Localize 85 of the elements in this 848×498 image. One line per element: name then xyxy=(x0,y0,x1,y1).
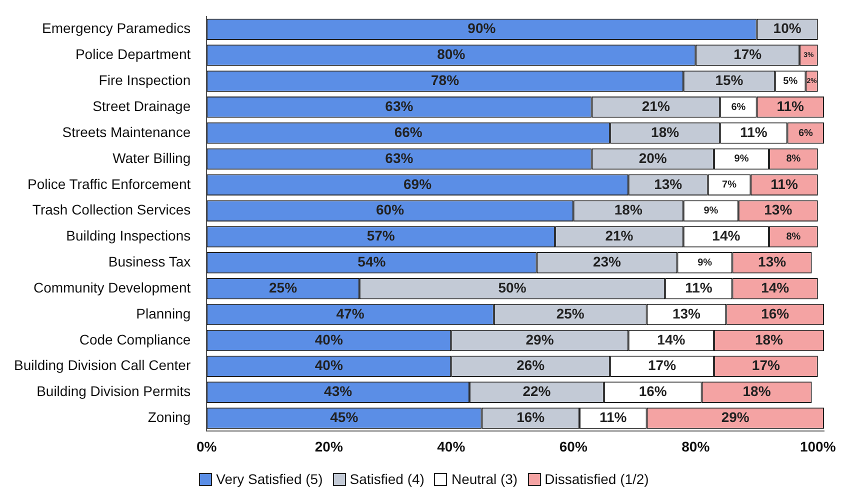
data-label: 11% xyxy=(770,176,798,192)
data-label: 23% xyxy=(592,254,622,270)
data-label: 16% xyxy=(638,383,668,400)
data-label: 6% xyxy=(798,128,813,139)
data-label: 11% xyxy=(599,409,628,426)
y-tick-label: Fire Inspection xyxy=(98,72,191,88)
data-label: 9% xyxy=(698,257,712,268)
data-label: 47% xyxy=(336,305,365,322)
data-label: 40% xyxy=(314,357,344,374)
data-label: 29% xyxy=(526,331,554,348)
data-label: 26% xyxy=(516,357,546,374)
data-label: 50% xyxy=(498,279,527,296)
y-tick-label: Planning xyxy=(136,305,191,322)
legend-label: Very Satisfied (5) xyxy=(216,471,323,487)
legend-label: Neutral (3) xyxy=(451,471,518,487)
y-tick-label: Trash Collection Services xyxy=(32,202,191,218)
data-label: 8% xyxy=(786,154,801,165)
x-tick-label: 80% xyxy=(682,438,710,454)
data-label: 13% xyxy=(758,254,787,270)
data-label: 6% xyxy=(731,102,746,113)
y-tick-label: Streets Maintenance xyxy=(62,124,191,140)
data-label: 9% xyxy=(734,154,749,165)
data-label: 90% xyxy=(468,20,496,36)
data-label: 13% xyxy=(654,176,683,192)
data-label: 57% xyxy=(366,228,396,244)
y-tick-label: Police Department xyxy=(75,46,191,62)
data-label: 8% xyxy=(786,232,801,243)
legend-label: Dissatisfied (1/2) xyxy=(544,471,649,487)
data-label: 20% xyxy=(638,150,668,166)
data-label: 7% xyxy=(722,180,737,191)
y-tick-label: Business Tax xyxy=(108,254,191,270)
data-label: 9% xyxy=(704,206,718,217)
y-tick-label: Water Billing xyxy=(112,150,191,166)
data-label: 69% xyxy=(404,176,432,192)
data-label: 29% xyxy=(721,409,750,426)
data-label: 13% xyxy=(672,305,702,322)
data-label: 21% xyxy=(642,98,670,114)
data-label: 63% xyxy=(385,150,414,166)
data-label: 13% xyxy=(764,202,793,218)
y-tick-label: Building Inspections xyxy=(66,228,191,244)
data-label: 5% xyxy=(783,76,798,87)
y-tick-label: Emergency Paramedics xyxy=(42,20,191,36)
data-label: 80% xyxy=(437,46,466,62)
data-label: 45% xyxy=(330,409,359,426)
y-tick-label: Zoning xyxy=(148,409,191,426)
data-label: 78% xyxy=(431,72,460,88)
data-label: 40% xyxy=(314,331,344,348)
data-label: 17% xyxy=(752,357,780,374)
x-tick-label: 60% xyxy=(559,438,588,454)
data-label: 15% xyxy=(715,72,744,88)
data-label: 16% xyxy=(761,305,790,322)
x-tick-label: 40% xyxy=(437,438,466,454)
data-label: 63% xyxy=(385,98,414,114)
data-label: 66% xyxy=(394,124,423,140)
data-label: 11% xyxy=(685,279,713,296)
y-tick-label: Community Development xyxy=(33,279,191,296)
data-label: 18% xyxy=(614,202,643,218)
data-label: 22% xyxy=(522,383,552,400)
data-label: 10% xyxy=(773,20,802,36)
data-label: 11% xyxy=(740,124,768,140)
data-label: 17% xyxy=(734,46,762,62)
data-label: 16% xyxy=(516,409,546,426)
data-label: 14% xyxy=(712,228,741,244)
y-tick-label: Police Traffic Enforcement xyxy=(27,176,191,192)
x-tick-label: 100% xyxy=(800,438,836,454)
data-label: 14% xyxy=(761,279,790,296)
data-label: 18% xyxy=(754,331,784,348)
x-tick-label: 20% xyxy=(314,438,344,454)
y-tick-label: Street Drainage xyxy=(92,98,191,114)
data-label: 54% xyxy=(358,254,386,270)
y-tick-label: Code Compliance xyxy=(79,331,191,348)
y-tick-label: Building Division Permits xyxy=(36,383,191,400)
legend-label: Satisfied (4) xyxy=(350,471,424,487)
data-label: 18% xyxy=(651,124,680,140)
data-label: 14% xyxy=(657,331,686,348)
data-label: 18% xyxy=(742,383,772,400)
data-label: 11% xyxy=(776,98,805,114)
data-label: 60% xyxy=(376,202,405,218)
x-tick-label: 0% xyxy=(196,438,218,454)
data-label: 21% xyxy=(605,228,634,244)
data-label: 25% xyxy=(269,279,298,296)
data-label: 43% xyxy=(324,383,353,400)
data-label: 17% xyxy=(648,357,677,374)
data-label: 25% xyxy=(556,305,585,322)
y-tick-label: Building Division Call Center xyxy=(14,357,191,374)
